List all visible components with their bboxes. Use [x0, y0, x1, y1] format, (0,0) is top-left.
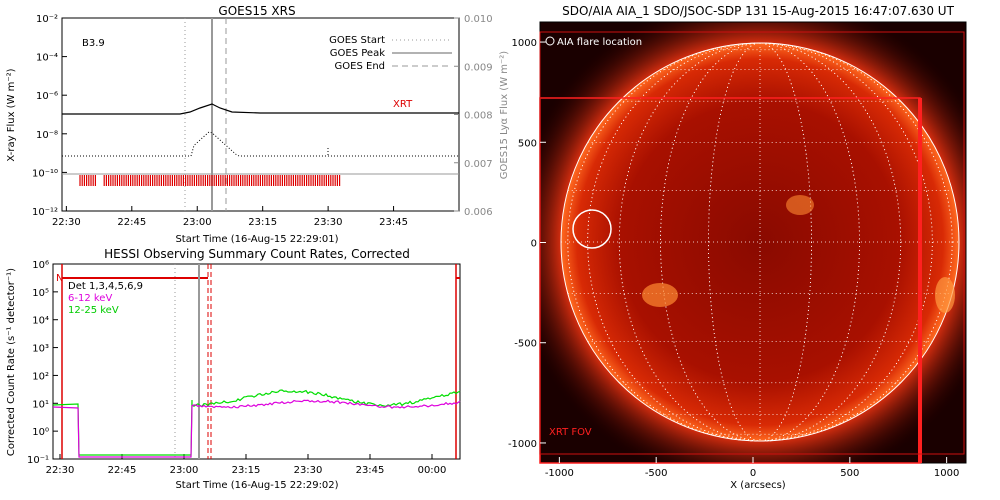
hessi-legend-12-25: 12-25 keV	[68, 305, 119, 316]
sun-xlabel: X (arcsecs)	[730, 480, 786, 491]
goes-x-tick-label: 23:00	[183, 217, 212, 228]
sun-y-tick-label: 500	[518, 138, 537, 149]
goes-x-tick-label: 23:30	[314, 217, 343, 228]
hessi-frame	[53, 264, 460, 459]
hessi-title: HESSI Observing Summary Count Rates, Cor…	[104, 247, 410, 261]
sun-x-tick-label: 0	[750, 468, 756, 479]
hessi-series	[53, 264, 460, 459]
hessi-x-tick-label: 22:30	[46, 465, 75, 476]
hessi-6-12kev-line	[53, 400, 460, 457]
sun-x-tick-label: -500	[645, 468, 668, 479]
sun-y-tick-label: 1000	[512, 38, 537, 49]
goes-y-tick-label: 10⁻¹²	[32, 207, 58, 218]
sun-x-tick-label: -1000	[545, 468, 574, 479]
goes-legend-start: GOES Start	[329, 35, 385, 46]
sun-panel: SDO/AIA AIA_1 SDO/JSOC-SDP 131 15-Aug-20…	[508, 0, 1000, 492]
hessi-panel: HESSI Observing Summary Count Rates, Cor…	[6, 247, 460, 491]
goes-x-tick-label: 22:45	[117, 217, 146, 228]
goes-y-right-tick-label: 0.010	[464, 14, 493, 25]
goes-short-channel	[62, 132, 458, 156]
active-region	[786, 195, 814, 215]
solar-disk	[561, 43, 959, 441]
goes-legend-peak: GOES Peak	[330, 48, 385, 59]
hessi-x-tick-label: 23:15	[232, 465, 261, 476]
goes-y-right-tick-label: 0.006	[464, 207, 493, 218]
sun-y-tick-label: -500	[514, 339, 537, 350]
sun-y-tick-label: 0	[531, 239, 537, 250]
sun-title: SDO/AIA AIA_1 SDO/JSOC-SDP 131 15-Aug-20…	[562, 4, 954, 18]
goes-panel: GOES15 XRS 22:30 22:45 23:00 23:15 23:30 23:4…	[6, 4, 510, 245]
hessi-x-tick-label: 23:00	[170, 465, 199, 476]
goes-legend-end: GOES End	[335, 61, 385, 72]
goes-x-tick-label: 22:30	[52, 217, 81, 228]
active-region	[935, 277, 955, 313]
goes-y-right-tick-label: 0.008	[464, 111, 493, 122]
goes-xlabel: Start Time (16-Aug-15 22:29:01)	[175, 234, 338, 245]
hessi-x-tick-label: 00:00	[418, 465, 447, 476]
goes-y-tick-label: 10⁻⁸	[36, 130, 58, 141]
goes-series	[62, 18, 459, 211]
hessi-legend-6-12: 6-12 keV	[68, 293, 112, 304]
goes-ylabel-right: GOES15 Lyα Flux (W m⁻²)	[499, 51, 510, 179]
xrt-fov-label: XRT FOV	[549, 427, 592, 438]
goes-xrt-label: XRT	[393, 99, 413, 110]
goes-y-right-tick-label: 0.009	[464, 62, 493, 73]
hessi-y-tick-label: 10⁰	[32, 427, 49, 438]
hessi-12-25kev-line	[53, 390, 460, 455]
goes-y-right-tick-label: 0.007	[464, 159, 493, 170]
hessi-x-tick-label: 23:45	[356, 465, 385, 476]
goes-ylabel: X-ray Flux (W m⁻²)	[6, 68, 17, 161]
hessi-y-tick-label: 10³	[32, 344, 49, 355]
sun-x-tick-label: 1000	[934, 468, 959, 479]
hessi-xlabel: Start Time (16-Aug-15 22:29:02)	[175, 480, 338, 491]
hessi-y-tick-label: 10²	[32, 371, 49, 382]
active-region	[642, 283, 678, 307]
goes-y-tick-label: 10⁻²	[36, 14, 58, 25]
goes-class-label: B3.9	[82, 38, 105, 49]
goes-title: GOES15 XRS	[218, 4, 295, 18]
hessi-y-tick-label: 10⁶	[32, 260, 49, 271]
sun-x-tick-label: 500	[840, 468, 859, 479]
hessi-y-tick-label: 10⁻¹	[27, 455, 49, 466]
hessi-x-tick-label: 22:45	[108, 465, 137, 476]
hessi-x-tick-label: 23:30	[294, 465, 323, 476]
hessi-y-tick-label: 10⁴	[32, 316, 49, 327]
goes-x-tick-label: 23:15	[248, 217, 277, 228]
goes-legend: GOES Start GOES Peak GOES End	[329, 35, 452, 72]
goes-y-tick-label: 10⁻⁶	[36, 91, 58, 102]
goes-y-tick-label: 10⁻¹⁰	[32, 168, 58, 179]
goes-y-tick-label: 10⁻⁴	[36, 53, 58, 64]
hessi-y-tick-label: 10¹	[32, 399, 49, 410]
hessi-n-label: N	[56, 273, 63, 284]
hessi-ylabel: Corrected Count Rate (s⁻¹ detector⁻¹)	[6, 268, 17, 456]
hessi-y-tick-label: 10⁵	[32, 288, 49, 299]
sun-legend-label: AIA flare location	[557, 37, 642, 48]
sun-y-tick-label: -1000	[508, 439, 537, 450]
hessi-legend-det: Det 1,3,4,5,6,9	[68, 281, 143, 292]
goes-x-tick-label: 23:45	[379, 217, 408, 228]
